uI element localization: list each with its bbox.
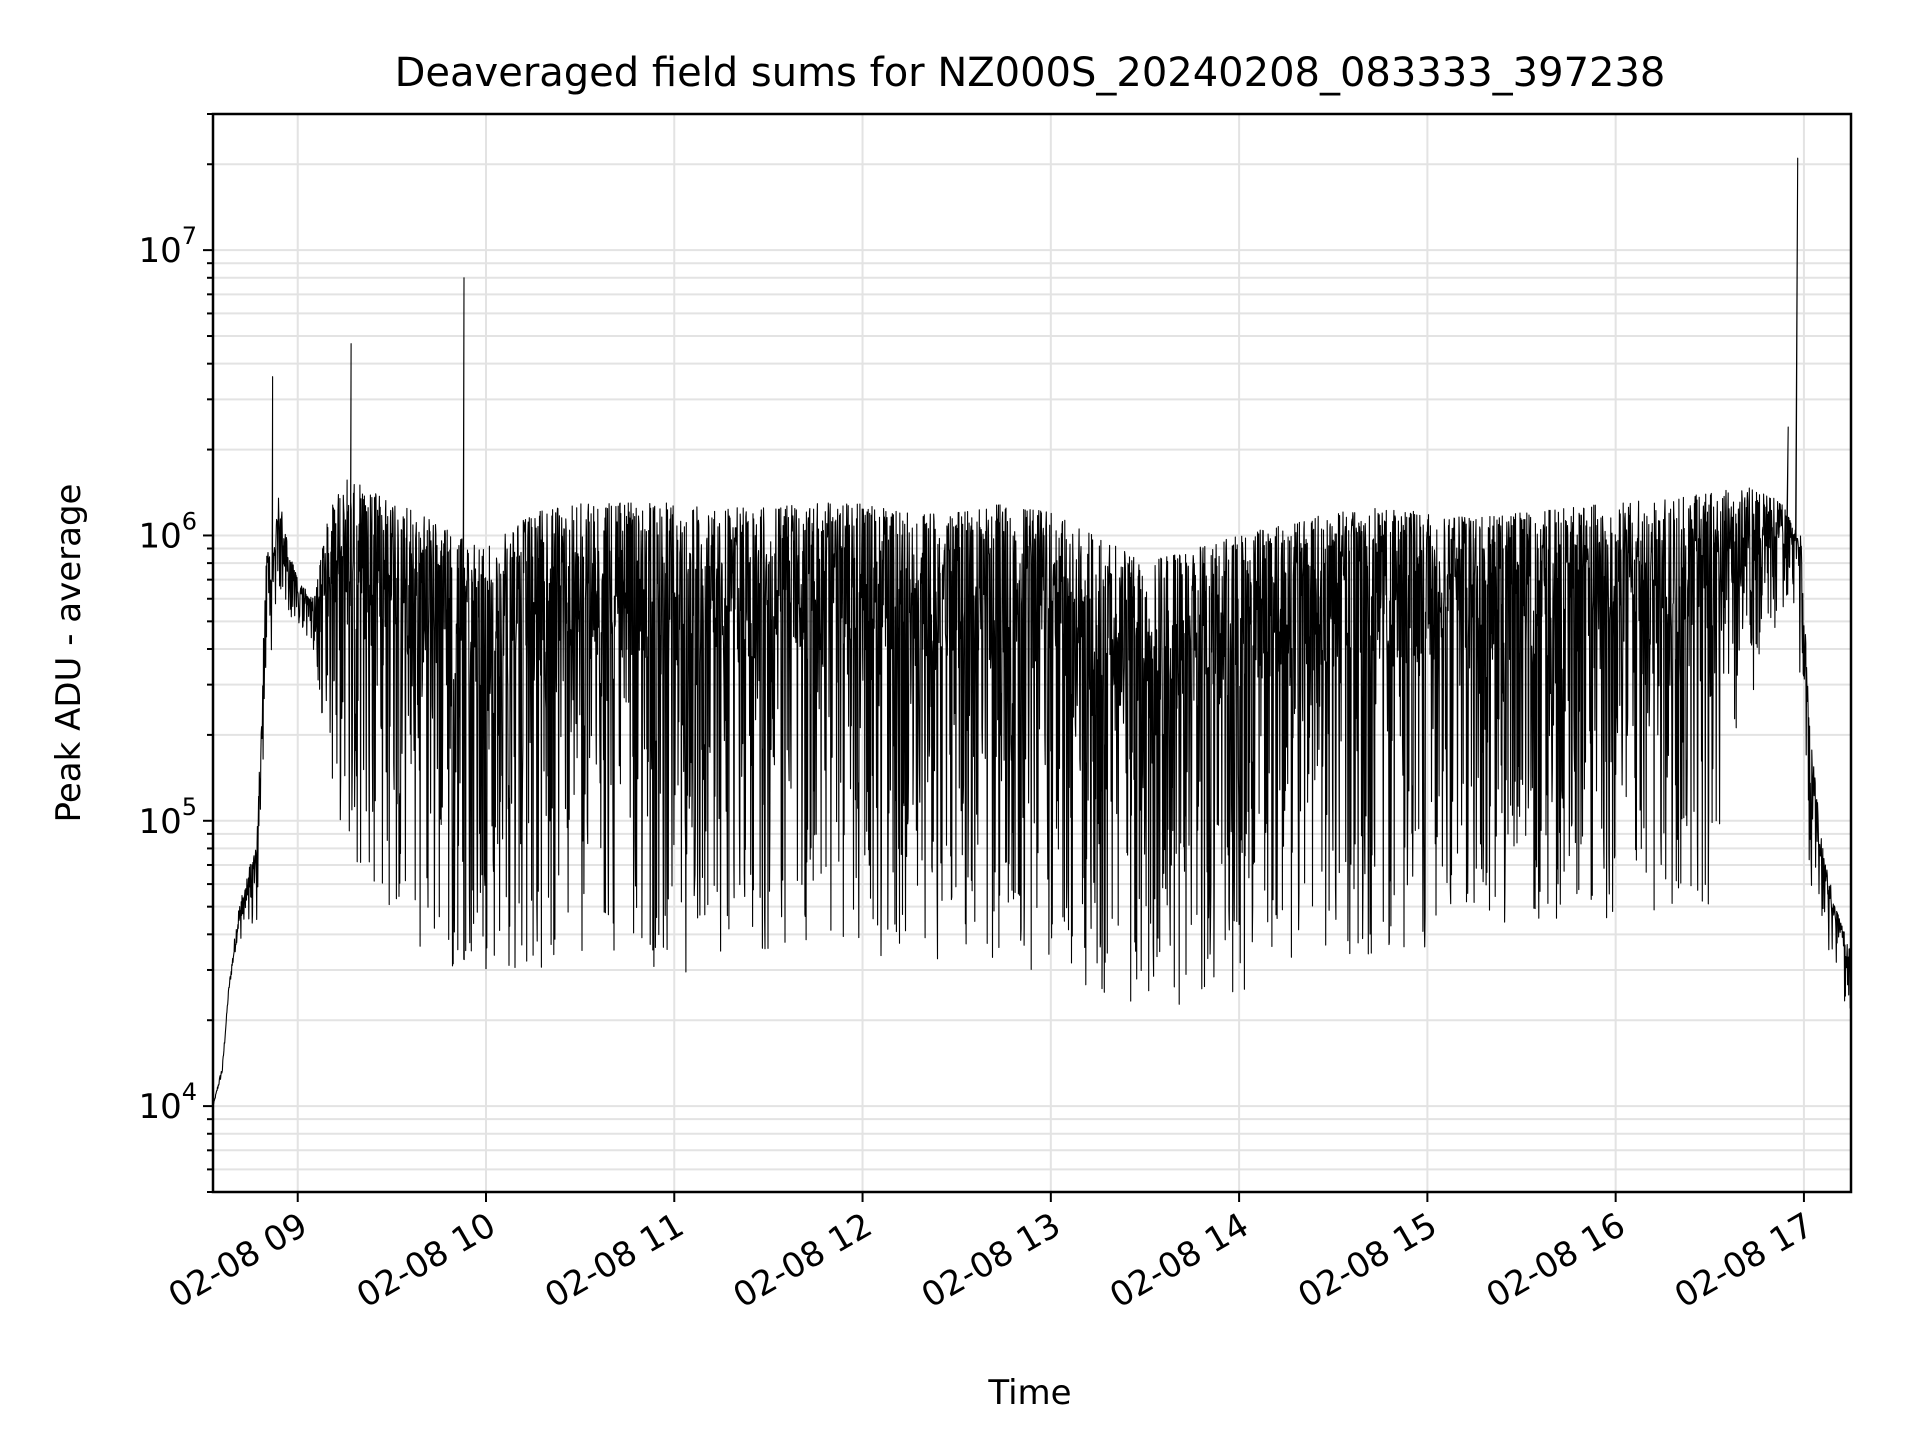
y-tick-label: 106: [138, 507, 197, 556]
y-tick-base: 10: [138, 802, 181, 842]
plot-frame: [211, 112, 1853, 1194]
y-tick-exponent: 7: [182, 222, 197, 250]
x-axis-label: Time: [987, 1373, 1071, 1413]
chart-title: Deaveraged field sums for NZ000S_2024020…: [395, 50, 1666, 96]
y-tick-label: 104: [138, 1078, 197, 1127]
y-tick-base: 10: [138, 516, 181, 556]
y-tick-base: 10: [138, 1087, 181, 1127]
y-tick-label: 107: [138, 222, 197, 271]
y-tick-base: 10: [138, 231, 181, 271]
y-tick-label: 105: [138, 793, 197, 842]
y-tick-exponent: 4: [182, 1078, 197, 1106]
y-tick-exponent: 5: [182, 793, 197, 821]
axis-ticks: [203, 113, 1805, 1202]
series-line: [212, 157, 1852, 1107]
y-tick-exponent: 6: [182, 507, 197, 535]
y-axis-label: Peak ADU - average: [49, 484, 89, 823]
